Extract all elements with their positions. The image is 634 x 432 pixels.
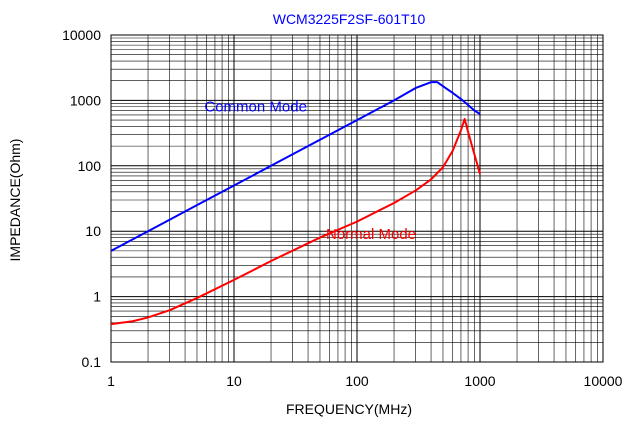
- x-tick-label: 1: [107, 373, 115, 389]
- y-tick-label: 1000: [70, 92, 101, 108]
- annotation-normal-mode: Normal Mode: [326, 226, 416, 243]
- x-tick-label: 100: [345, 373, 369, 389]
- y-tick-label: 100: [78, 158, 102, 174]
- grid-lines: [110, 35, 603, 363]
- y-tick-label: 10: [85, 223, 101, 239]
- series-lines: [110, 81, 481, 326]
- y-tick-label: 10000: [62, 27, 101, 43]
- series-line-normal-mode: [110, 117, 481, 326]
- y-axis-label: IMPEDANCE(Ohm): [7, 139, 23, 262]
- x-tick-label: 10: [226, 373, 242, 389]
- tick-labels: 1 10 100 1000 10000 0.1 1 10 100 1000 10000: [62, 27, 623, 389]
- annotation-common-mode: Common Mode: [204, 99, 307, 116]
- x-tick-label: 1000: [464, 373, 495, 389]
- y-tick-label: 0.1: [82, 354, 102, 370]
- x-tick-label: 10000: [584, 373, 623, 389]
- y-tick-label: 1: [93, 289, 101, 305]
- x-axis-label: FREQUENCY(MHz): [286, 401, 412, 417]
- series-line-common-mode: [110, 81, 481, 252]
- annotations: Common Mode Normal Mode: [204, 99, 416, 243]
- chart-title: WCM3225F2SF-601T10: [273, 11, 426, 27]
- plot-frame: [110, 34, 604, 363]
